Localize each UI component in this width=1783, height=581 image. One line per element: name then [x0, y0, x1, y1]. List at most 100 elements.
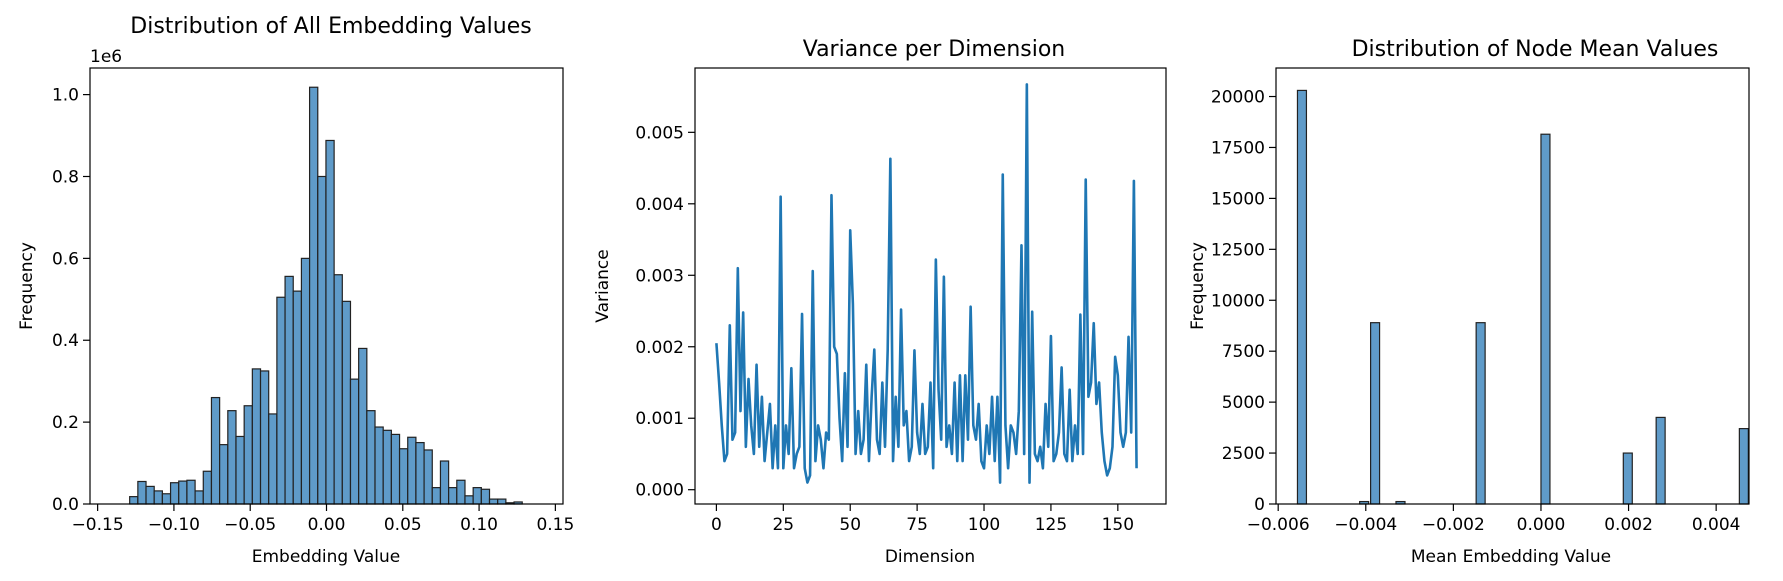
histogram-bar [480, 488, 491, 505]
y-tick-label: 15000 [1211, 189, 1265, 209]
histogram-bar [251, 368, 262, 505]
histogram-bar [1738, 428, 1749, 505]
y-tick-label: 0.2 [52, 413, 79, 433]
histogram-bar [382, 429, 392, 505]
histogram-bar [398, 448, 409, 505]
histogram-bar [202, 470, 213, 505]
y-tick-label: 0 [1254, 495, 1265, 515]
histogram-bar [308, 86, 319, 505]
histogram-bar [194, 490, 204, 505]
histogram-bar [415, 441, 425, 505]
x-tick-label: −0.004 [1334, 515, 1397, 535]
histogram-bar [341, 300, 352, 505]
x-tick-label: 100 [968, 515, 1000, 535]
offset-text: 1e6 [90, 47, 122, 67]
histogram-bar [439, 460, 450, 505]
y-tick-label: 0.8 [52, 167, 79, 187]
histogram-bar [129, 496, 139, 505]
histogram-bar [349, 378, 360, 505]
histogram-bar [243, 405, 253, 505]
histogram-bar [456, 479, 466, 505]
x-tick-label: 150 [1102, 515, 1134, 535]
histogram-bar [374, 426, 384, 505]
x-tick-label: 0.004 [1692, 515, 1741, 535]
histogram-bar [186, 479, 196, 505]
histogram-bar [227, 410, 237, 505]
chart-title: Distribution of Node Mean Values [1352, 37, 1719, 62]
x-tick-label: −0.10 [148, 515, 200, 535]
y-tick-label: 1.0 [52, 86, 79, 106]
y-tick-label: 0.005 [635, 123, 684, 143]
x-tick-label: 0.002 [1604, 515, 1653, 535]
histogram-bar [358, 347, 368, 505]
histogram-bar [1475, 322, 1486, 505]
histogram-bar [448, 487, 458, 505]
histogram-bar [259, 370, 270, 505]
y-tick-label: 0.002 [635, 338, 684, 358]
x-tick-label: 0 [711, 515, 722, 535]
y-tick-label: 0.004 [635, 195, 684, 215]
histogram-bar [423, 449, 433, 505]
histogram-bar [145, 485, 155, 505]
panel-embedding-values: Distribution of All Embedding Values 1e6… [17, 14, 574, 567]
histogram-bar [268, 413, 278, 505]
histogram-bar [1540, 133, 1551, 505]
histogram-bar [1622, 452, 1633, 505]
x-axis-label: Mean Embedding Value [1411, 547, 1611, 567]
histogram-bar [210, 396, 221, 505]
histogram-bar [366, 410, 376, 505]
plot-frame [89, 67, 564, 505]
histogram-bar [300, 257, 311, 505]
histogram-bars [1296, 89, 1749, 505]
histogram-bar [161, 493, 172, 505]
y-tick-label: 20000 [1211, 88, 1265, 108]
histogram-bar [1655, 416, 1666, 505]
y-tick-label: 2500 [1222, 444, 1265, 464]
plot-frame [1275, 67, 1750, 505]
x-tick-label: −0.006 [1247, 515, 1310, 535]
y-axis-label: Variance [593, 249, 613, 322]
x-axis-label: Dimension [885, 547, 975, 567]
x-axis-label: Embedding Value [252, 547, 401, 567]
histogram-bar [333, 274, 343, 505]
y-tick-label: 17500 [1211, 138, 1265, 158]
histogram-bar [431, 487, 442, 505]
histogram-bar [292, 290, 303, 505]
histogram-bar [284, 275, 294, 505]
histogram-bars [129, 86, 523, 505]
histogram-bar [464, 495, 474, 505]
x-tick-label: −0.002 [1422, 515, 1485, 535]
x-tick-label: 0.10 [460, 515, 498, 535]
histogram-bar [219, 444, 229, 505]
histogram-bar [488, 498, 499, 505]
histogram-bar [1296, 89, 1308, 505]
panel-variance-per-dimension: Variance per Dimension 0 25 50 75 100 125 1500… [593, 37, 1167, 567]
axis-ticks: 0 25 50 75 100 125 150 0.000 0.001 0.002 0.003 0.00… [635, 123, 1134, 535]
x-tick-label: 0.000 [1517, 515, 1566, 535]
histogram-bar [407, 436, 417, 505]
x-tick-label: 0.05 [384, 515, 422, 535]
chart-title: Distribution of All Embedding Values [130, 14, 531, 39]
y-tick-label: 12500 [1211, 240, 1265, 260]
histogram-bar [1369, 322, 1381, 505]
x-tick-label: 75 [906, 515, 928, 535]
x-tick-label: 0.15 [536, 515, 574, 535]
x-tick-label: 125 [1035, 515, 1067, 535]
histogram-bar [169, 482, 180, 505]
y-tick-label: 7500 [1222, 342, 1265, 362]
histogram-bar [472, 487, 482, 505]
y-tick-label: 0.003 [635, 266, 684, 286]
y-tick-label: 5000 [1222, 393, 1265, 413]
y-tick-label: 0.000 [635, 481, 684, 501]
histogram-bar [137, 480, 147, 505]
axis-ticks: −0.15 −0.10 −0.05 0.00 0.05 0.10 0.15 0.0 0.2 0.4… [52, 86, 574, 535]
histogram-bar [497, 498, 507, 505]
y-tick-label: 0.4 [52, 331, 79, 351]
chart-title: Variance per Dimension [803, 37, 1066, 62]
histogram-bar [325, 139, 335, 505]
y-tick-label: 10000 [1211, 291, 1265, 311]
plot-frame [694, 67, 1167, 505]
panel-node-mean-values: Distribution of Node Mean Values −0.006 −… [1188, 37, 1750, 567]
x-tick-label: 50 [839, 515, 861, 535]
